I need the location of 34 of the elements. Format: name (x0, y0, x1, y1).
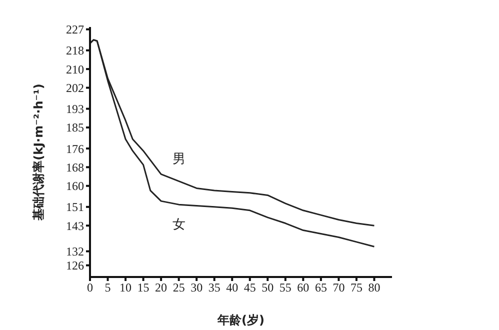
y-tick-label: 227 (66, 22, 84, 37)
y-tick-label: 168 (66, 160, 84, 174)
y-axis-title: 基础代谢率(kJ·m⁻²·h⁻¹) (31, 84, 46, 222)
y-tick-label: 132 (66, 244, 84, 259)
y-tick-label: 185 (66, 120, 84, 135)
x-tick-label: 55 (279, 280, 292, 295)
x-tick-label: 0 (87, 280, 93, 295)
y-tick-label: 176 (66, 142, 84, 156)
x-tick-label: 20 (155, 280, 168, 295)
x-tick-label: 70 (332, 280, 345, 295)
y-tick-label: 202 (66, 81, 84, 96)
x-tick-label: 60 (297, 280, 310, 295)
x-axis-title: 年龄(岁) (216, 313, 264, 327)
x-tick-label: 5 (104, 280, 111, 295)
x-tick-label: 40 (226, 280, 238, 295)
x-tick-label: 65 (314, 280, 327, 295)
y-tick-label: 193 (66, 102, 84, 116)
x-tick-label: 45 (244, 280, 256, 295)
series-label: 男 (172, 152, 186, 168)
y-tick-label: 126 (66, 258, 84, 273)
x-tick-label: 15 (137, 280, 150, 295)
x-tick-label: 80 (368, 280, 380, 295)
y-tick-label: 143 (66, 218, 84, 233)
series-label: 女 (172, 218, 186, 233)
y-tick-label: 151 (66, 200, 84, 214)
x-tick-label: 10 (120, 280, 132, 295)
x-tick-label: 25 (172, 280, 185, 295)
y-tick-label: 160 (66, 179, 84, 194)
y-tick-label: 210 (66, 62, 84, 76)
x-tick-label: 30 (190, 280, 203, 295)
y-tick-label: 218 (66, 44, 84, 58)
x-tick-label: 75 (350, 280, 362, 295)
x-tick-label: 50 (262, 280, 274, 295)
x-tick-label: 35 (208, 280, 220, 295)
